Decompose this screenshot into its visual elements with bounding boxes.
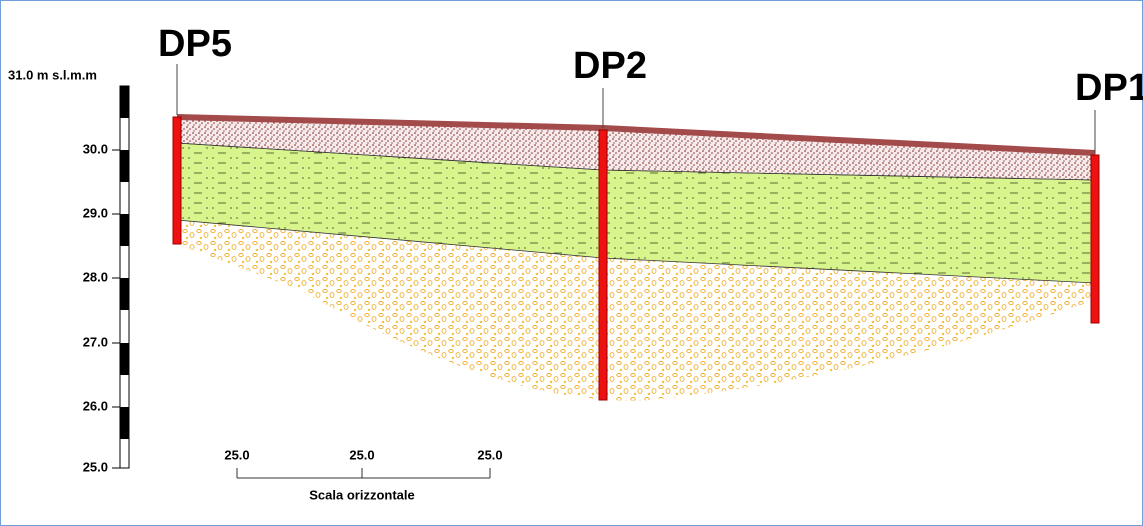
elevation-label: 27.0 [83, 334, 108, 349]
scale-title: Scala orizzontale [309, 487, 414, 502]
scale-label: 25.0 [477, 447, 502, 462]
horizontal-scale [237, 468, 490, 478]
page: DP5 DP2 DP1 31.0 m s.l.m.m 30.0 29.0 28.… [0, 0, 1143, 526]
scale-title: 31.0 m s.l.m.m [8, 67, 97, 82]
borehole [173, 117, 181, 244]
borehole-label: DP2 [573, 45, 647, 87]
elevation-label: 29.0 [83, 205, 108, 220]
scale-label: 25.0 [349, 447, 374, 462]
elevation-label: 26.0 [83, 398, 108, 413]
cross-section: DP5 DP2 DP1 31.0 m s.l.m.m 30.0 29.0 28.… [0, 0, 1143, 526]
borehole-label: DP1 [1075, 67, 1143, 109]
scale-label: 25.0 [224, 447, 249, 462]
elevation-label: 30.0 [83, 141, 108, 156]
elevation-label: 25.0 [83, 459, 108, 474]
elevation-label: 28.0 [83, 269, 108, 284]
elevation-scale [112, 86, 129, 468]
borehole-label: DP5 [158, 23, 232, 65]
borehole [599, 130, 607, 400]
borehole [1091, 155, 1099, 323]
